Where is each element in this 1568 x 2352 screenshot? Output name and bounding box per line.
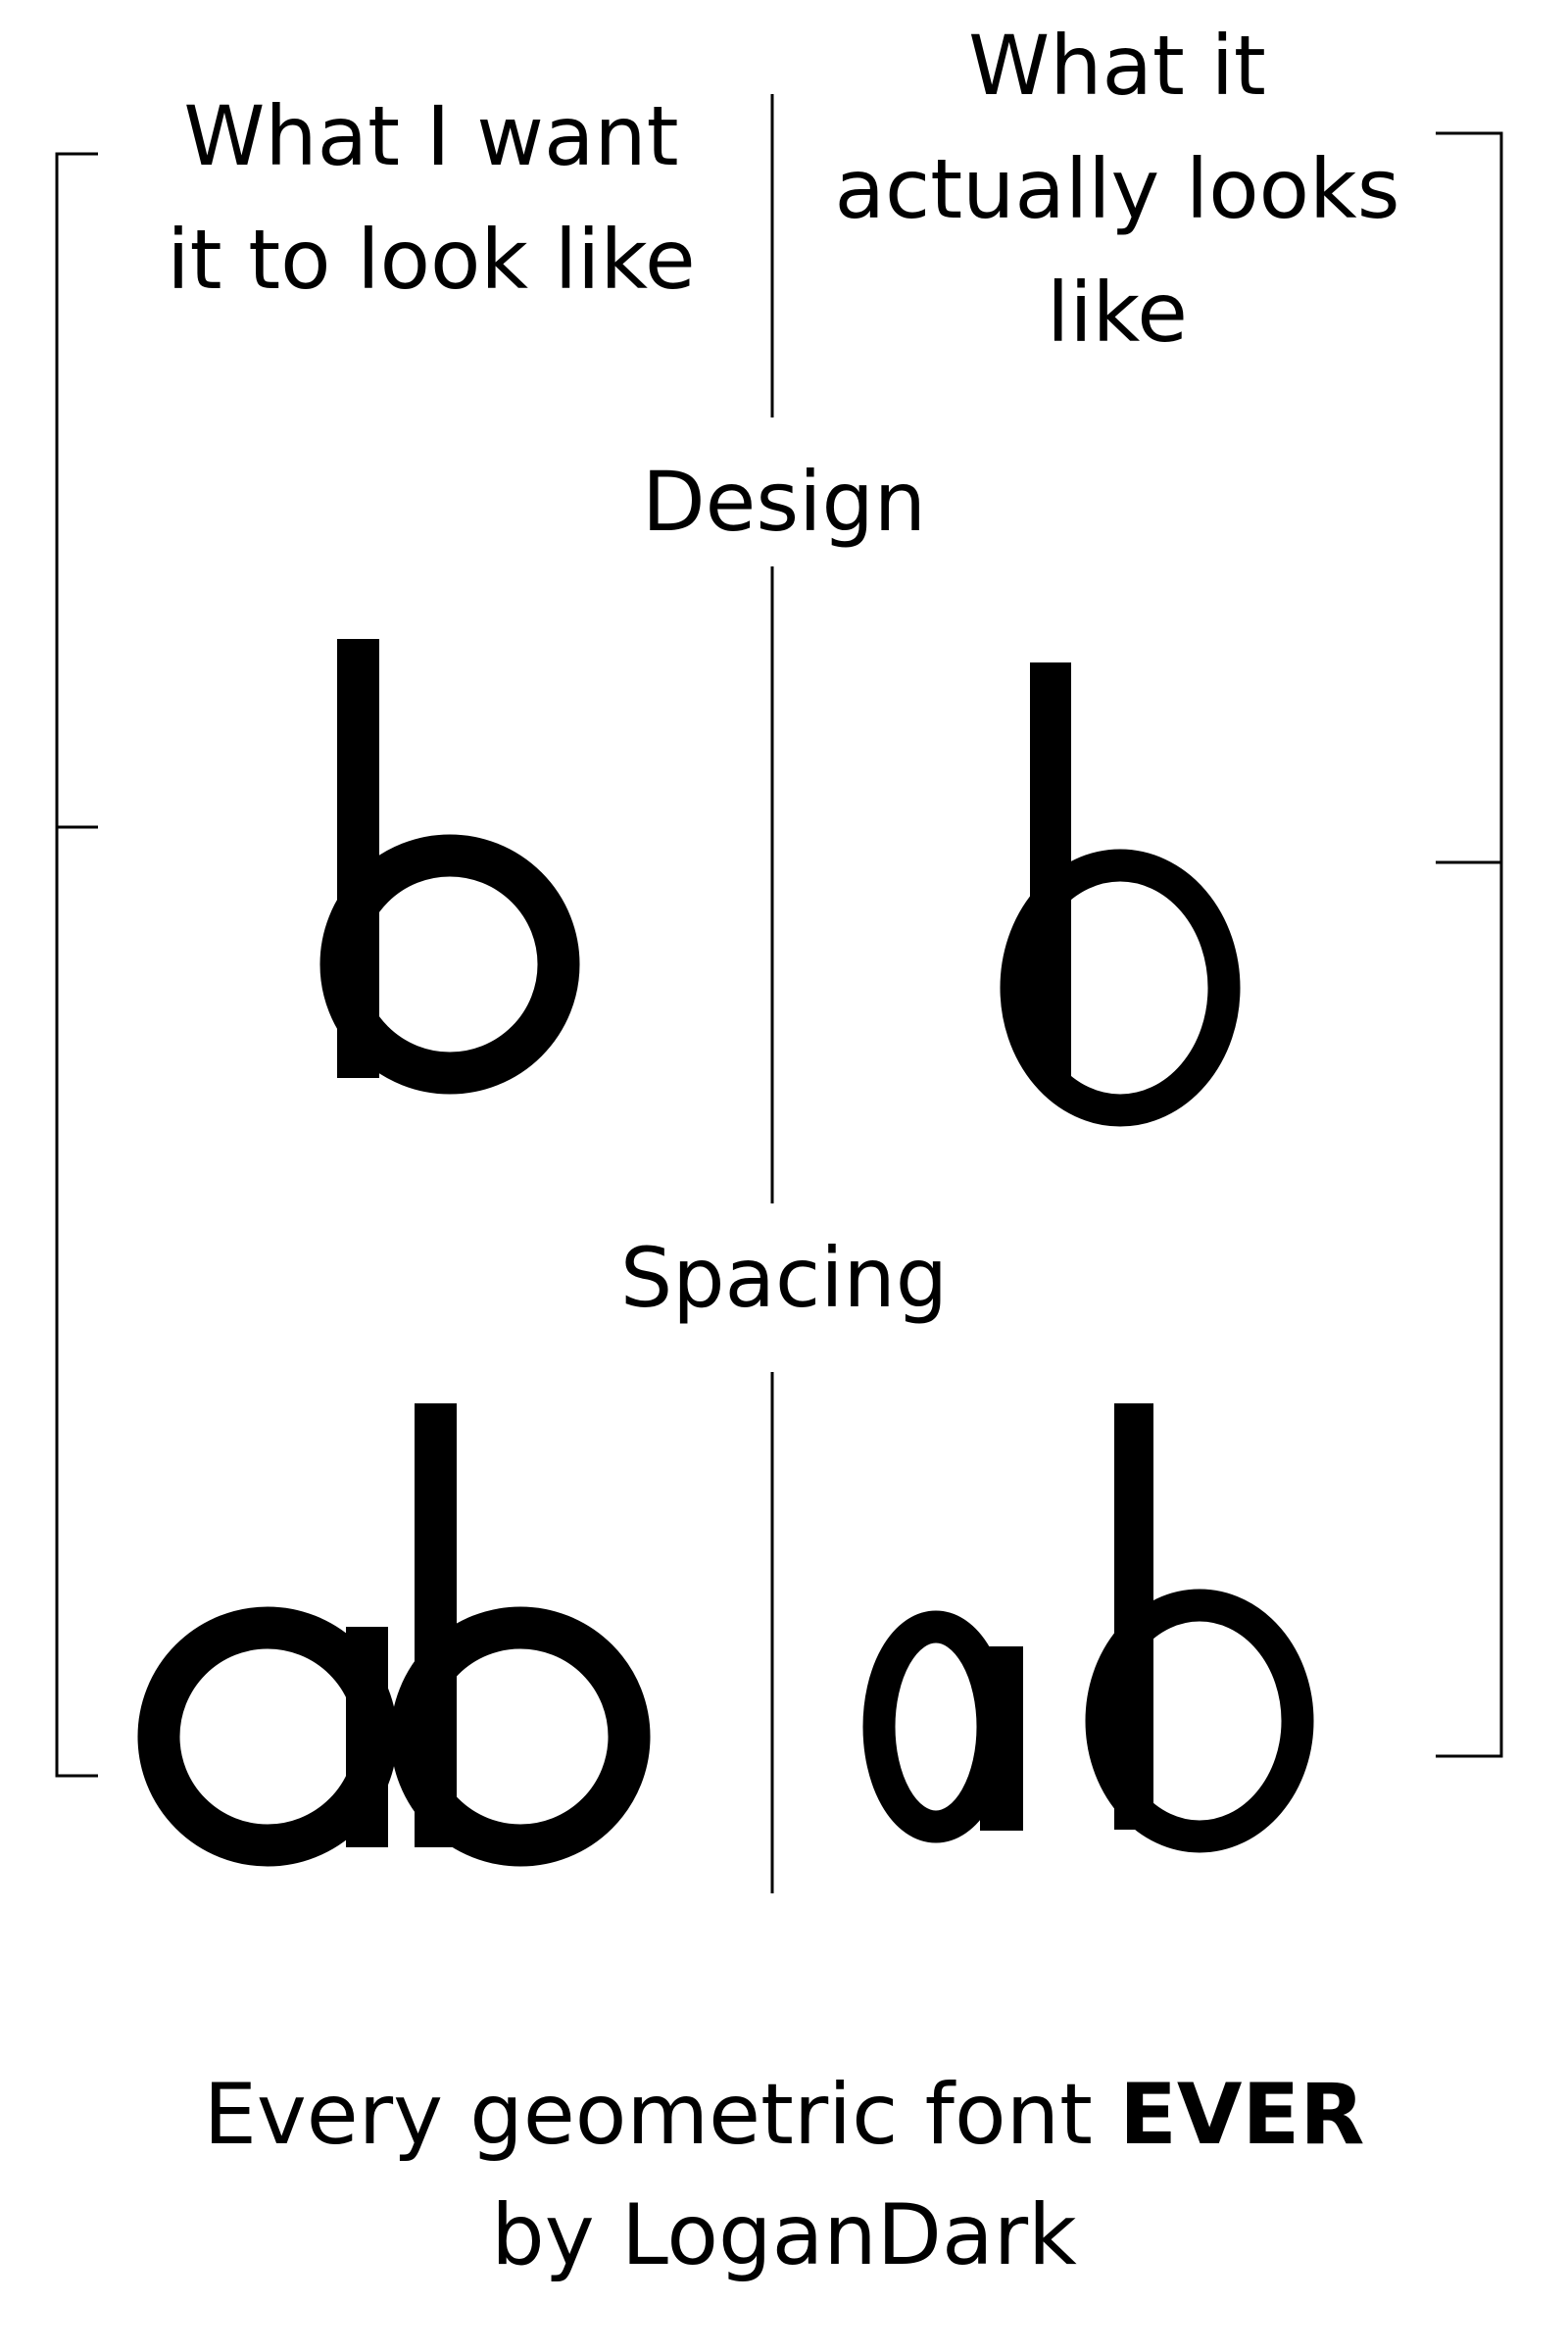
actual-a-bowl <box>879 1627 993 1827</box>
right-bracket-line <box>1436 133 1501 1756</box>
actual-b-glyph <box>1016 662 1224 1110</box>
caption-emphasis: EVER <box>1119 2066 1364 2164</box>
ideal-ab-glyphs <box>159 1403 629 1847</box>
ideal-a-stem <box>346 1627 388 1847</box>
right-bracket <box>1436 133 1501 1756</box>
left-bracket <box>57 154 98 1776</box>
ideal-a-bowl <box>159 1628 376 1845</box>
actual-ab-glyphs <box>879 1403 1298 1837</box>
actual-a-stem <box>980 1646 1023 1831</box>
caption-prefix: Every geometric font <box>204 2066 1093 2164</box>
caption: Every geometric font EVER <box>98 2053 1470 2177</box>
left-bracket-line <box>57 154 98 1776</box>
author-credit: by LoganDark <box>294 2174 1274 2297</box>
ideal-b-glyph <box>337 639 559 1078</box>
